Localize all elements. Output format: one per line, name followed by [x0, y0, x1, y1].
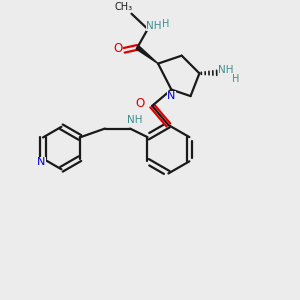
Text: N: N [167, 91, 176, 101]
Text: H: H [162, 19, 169, 29]
Text: N: N [38, 157, 46, 166]
Text: NH: NH [218, 65, 234, 75]
Text: O: O [135, 97, 144, 110]
Polygon shape [136, 46, 158, 64]
Text: O: O [113, 42, 122, 56]
Text: NH: NH [146, 21, 162, 31]
Text: H: H [232, 74, 239, 84]
Text: CH₃: CH₃ [114, 2, 132, 12]
Text: NH: NH [127, 115, 142, 125]
